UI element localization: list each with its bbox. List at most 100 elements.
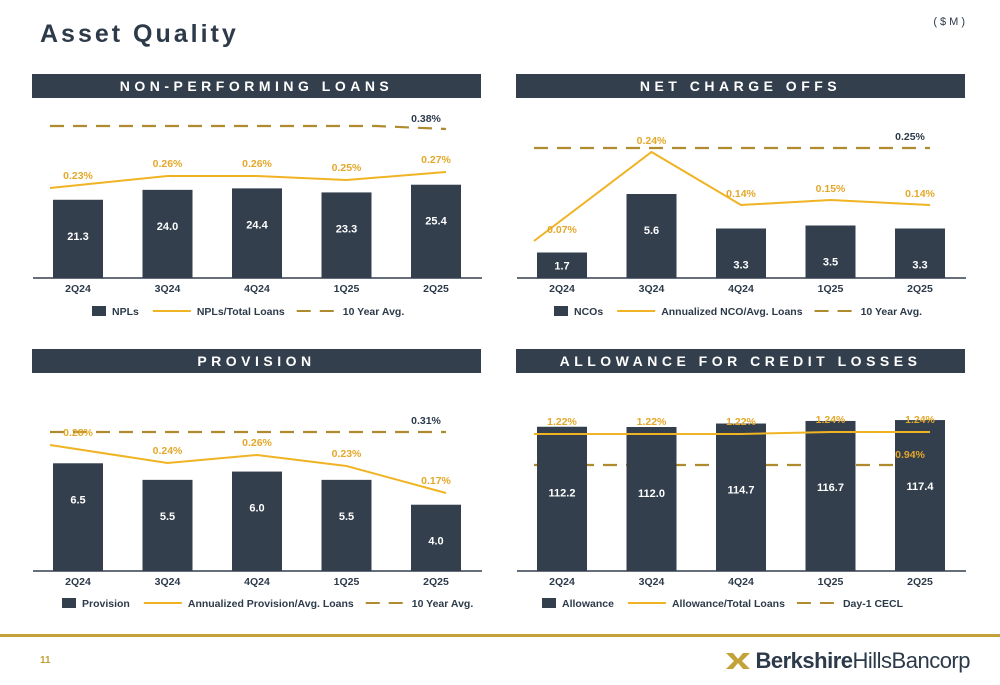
provision-tick-2Q25: 2Q25 xyxy=(423,576,449,588)
nco-bar-label: 3.3 xyxy=(733,260,748,272)
npl-bar-3Q24 xyxy=(142,189,193,278)
npl-legend-dash-label: 10 Year Avg. xyxy=(343,306,405,318)
provision-tick-2Q24: 2Q24 xyxy=(65,576,91,588)
provision-bar-4Q24 xyxy=(232,471,282,571)
nco-bar-4Q24 xyxy=(716,228,766,278)
npl-tick-2Q24: 2Q24 xyxy=(65,283,91,295)
nco-chart: 1.7 5.6 3.3 3.5 3.3 2Q24 3Q24 4Q24 1Q25 2Q25 0.07%… xyxy=(517,131,966,318)
npl-legend-bar-label: NPLs xyxy=(112,306,139,318)
provision-chart: 6.5 5.5 6.0 5.5 4.0 2Q24 3Q24 4Q24 1Q25 2Q25 0.28%… xyxy=(33,415,482,610)
nco-tick-1Q25: 1Q25 xyxy=(818,283,844,295)
provision-bar-1Q25 xyxy=(321,479,372,571)
acl-dashed-label: 0.94% xyxy=(895,449,925,461)
provision-legend-line-label: Annualized Provision/Avg. Loans xyxy=(188,598,354,610)
provision-line-label: 0.26% xyxy=(242,437,272,449)
nco-tick-3Q24: 3Q24 xyxy=(639,283,665,295)
logo-regular-text: HillsBancorp xyxy=(852,648,971,673)
nco-bar-label: 1.7 xyxy=(554,260,569,272)
provision-bar-label: 6.5 xyxy=(70,494,85,506)
footer-divider xyxy=(0,634,1000,637)
nco-tick-2Q24: 2Q24 xyxy=(549,283,575,295)
logo-wordmark: BerkshireHillsBancorp xyxy=(755,648,970,674)
npl-bar-label: 25.4 xyxy=(425,216,447,228)
acl-tick-4Q24: 4Q24 xyxy=(728,576,754,588)
acl-chart: 112.2 112.0 114.7 116.7 117.4 2Q24 3Q24 4Q24 1Q2… xyxy=(517,414,966,610)
npl-line-label: 0.27% xyxy=(421,154,451,166)
provision-line-label: 0.24% xyxy=(153,445,183,457)
npl-bar-label: 24.4 xyxy=(246,219,268,231)
npl-bar-label: 21.3 xyxy=(67,231,88,243)
acl-bar-3Q24 xyxy=(626,427,677,571)
acl-legend-line-label: Allowance/Total Loans xyxy=(672,598,785,610)
npl-bar-label: 24.0 xyxy=(157,221,178,233)
provision-line-label: 0.17% xyxy=(421,475,451,487)
npl-bar-label: 23.3 xyxy=(336,223,357,235)
provision-dashed-label: 0.31% xyxy=(411,415,441,427)
nco-legend-bar-label: NCOs xyxy=(574,306,603,318)
acl-bar-1Q25 xyxy=(805,420,856,571)
nco-dashed-label: 0.25% xyxy=(895,131,925,143)
npl-panel-title: NON-PERFORMING LOANS xyxy=(32,74,481,98)
acl-tick-3Q24: 3Q24 xyxy=(639,576,665,588)
acl-line-label: 1.22% xyxy=(637,416,667,428)
acl-bar-2Q24 xyxy=(537,426,587,571)
acl-panel-title: ALLOWANCE FOR CREDIT LOSSES xyxy=(516,349,965,373)
nco-legend-bar-swatch xyxy=(554,306,568,316)
provision-legend-dash-label: 10 Year Avg. xyxy=(412,598,474,610)
provision-bar-2Q25 xyxy=(411,504,461,571)
npl-chart: 21.3 24.0 24.4 23.3 25.4 2Q24 3Q24 4Q24 1Q25 2Q25… xyxy=(33,113,482,318)
nco-bar-2Q24 xyxy=(537,252,587,278)
nco-tick-2Q25: 2Q25 xyxy=(907,283,933,295)
nco-line-label: 0.07% xyxy=(547,224,577,236)
provision-legend-bar-swatch xyxy=(62,598,76,608)
npl-dashed-label: 0.38% xyxy=(411,113,441,125)
nco-bar-1Q25 xyxy=(805,225,856,278)
acl-bar-label: 112.2 xyxy=(549,488,576,500)
provision-tick-3Q24: 3Q24 xyxy=(155,576,181,588)
acl-bar-label: 112.0 xyxy=(638,488,665,500)
npl-bar-1Q25 xyxy=(321,192,372,278)
npl-tick-4Q24: 4Q24 xyxy=(244,283,270,295)
nco-bar-label: 3.5 xyxy=(823,257,838,269)
npl-line-label: 0.23% xyxy=(63,170,93,182)
acl-line-label: 1.24% xyxy=(816,414,846,426)
npl-bar-4Q24 xyxy=(232,188,282,278)
acl-legend-dash-label: Day-1 CECL xyxy=(843,598,904,610)
nco-ratio-line xyxy=(533,150,931,242)
logo-x-icon xyxy=(726,653,751,669)
nco-bar-2Q25 xyxy=(895,228,945,278)
page-title: Asset Quality xyxy=(40,20,239,48)
provision-bar-label: 5.5 xyxy=(339,511,354,523)
provision-bar-3Q24 xyxy=(142,479,193,571)
provision-line-label: 0.23% xyxy=(332,448,362,460)
nco-line-label: 0.14% xyxy=(726,188,756,200)
npl-tick-2Q25: 2Q25 xyxy=(423,283,449,295)
provision-bar-label: 6.0 xyxy=(249,503,264,515)
acl-legend-bar-swatch xyxy=(542,598,556,608)
nco-bar-label: 3.3 xyxy=(912,260,927,272)
acl-bar-label: 116.7 xyxy=(817,482,844,494)
npl-line-label: 0.26% xyxy=(242,158,272,170)
provision-legend-bar-label: Provision xyxy=(82,598,130,610)
npl-tick-1Q25: 1Q25 xyxy=(334,283,360,295)
acl-line-label: 1.24% xyxy=(905,414,935,426)
nco-line-label: 0.14% xyxy=(905,188,935,200)
provision-bar-label: 5.5 xyxy=(160,511,175,523)
units-label: ($M) xyxy=(933,16,968,28)
acl-line-label: 1.22% xyxy=(726,416,756,428)
provision-panel-title: PROVISION xyxy=(32,349,481,373)
nco-bar-label: 5.6 xyxy=(644,225,659,237)
provision-ratio-line xyxy=(49,444,447,494)
nco-line-label: 0.15% xyxy=(816,183,846,195)
acl-line-label: 1.22% xyxy=(547,416,577,428)
npl-tick-3Q24: 3Q24 xyxy=(155,283,181,295)
logo-bold-text: Berkshire xyxy=(755,648,853,673)
acl-tick-2Q24: 2Q24 xyxy=(549,576,575,588)
nco-line-label: 0.24% xyxy=(637,135,667,147)
nco-panel-title: NET CHARGE OFFS xyxy=(516,74,965,98)
provision-tick-4Q24: 4Q24 xyxy=(244,576,270,588)
npl-bar-2Q25 xyxy=(411,184,461,278)
acl-tick-1Q25: 1Q25 xyxy=(818,576,844,588)
acl-ratio-line xyxy=(534,431,930,435)
nco-legend-dash-label: 10 Year Avg. xyxy=(861,306,923,318)
